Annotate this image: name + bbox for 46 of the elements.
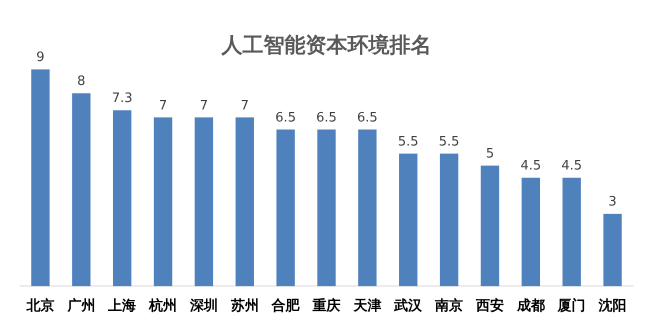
x-tick-label: 厦门 bbox=[556, 297, 586, 314]
data-label: 7 bbox=[158, 98, 168, 114]
bar bbox=[522, 178, 540, 286]
data-label: 8 bbox=[77, 74, 86, 90]
data-label: 6.5 bbox=[316, 110, 337, 126]
x-tick-label: 天津 bbox=[352, 298, 382, 314]
x-tick-label: 上海 bbox=[107, 298, 136, 314]
bar bbox=[399, 154, 418, 286]
x-tick-label: 西安 bbox=[474, 297, 504, 314]
data-label: 9 bbox=[36, 50, 45, 66]
data-label: 3 bbox=[608, 194, 617, 210]
bar bbox=[72, 93, 90, 286]
data-label: 7 bbox=[200, 98, 208, 114]
data-label: 6.5 bbox=[275, 110, 296, 126]
x-tick-label: 成都 bbox=[516, 298, 545, 314]
bar bbox=[276, 129, 295, 286]
bar bbox=[562, 178, 581, 286]
x-tick-label: 苏州 bbox=[230, 298, 259, 314]
data-label: 4.5 bbox=[520, 158, 542, 174]
bar bbox=[317, 129, 336, 286]
x-tick-label: 南京 bbox=[434, 297, 464, 314]
bar bbox=[603, 214, 622, 286]
x-tick-label: 合肥 bbox=[270, 298, 301, 314]
x-tick-label: 沈阳 bbox=[598, 298, 627, 314]
x-tick-label: 广州 bbox=[66, 297, 96, 314]
bar bbox=[112, 110, 132, 286]
bar bbox=[194, 117, 214, 286]
bar bbox=[440, 154, 458, 286]
chart-title: 人工智能资本环境排名 bbox=[220, 33, 432, 58]
bar bbox=[154, 117, 172, 286]
bar bbox=[31, 69, 50, 286]
data-label: 6.5 bbox=[357, 110, 378, 126]
data-label: 5.5 bbox=[398, 134, 419, 150]
x-tick-label: 重庆 bbox=[312, 297, 340, 314]
x-tick-label: 北京 bbox=[25, 297, 54, 314]
data-label: 5.5 bbox=[438, 134, 460, 150]
data-label: 4.5 bbox=[561, 158, 582, 174]
bar bbox=[480, 166, 500, 286]
x-tick-label: 武汉 bbox=[393, 298, 424, 314]
bar bbox=[236, 117, 254, 286]
bar bbox=[358, 129, 377, 286]
data-label: 7.3 bbox=[112, 91, 133, 106]
x-tick-label: 杭州 bbox=[148, 297, 178, 314]
data-label: 7 bbox=[240, 98, 249, 114]
x-tick-label: 深圳 bbox=[188, 298, 218, 314]
data-label: 5 bbox=[486, 146, 494, 162]
